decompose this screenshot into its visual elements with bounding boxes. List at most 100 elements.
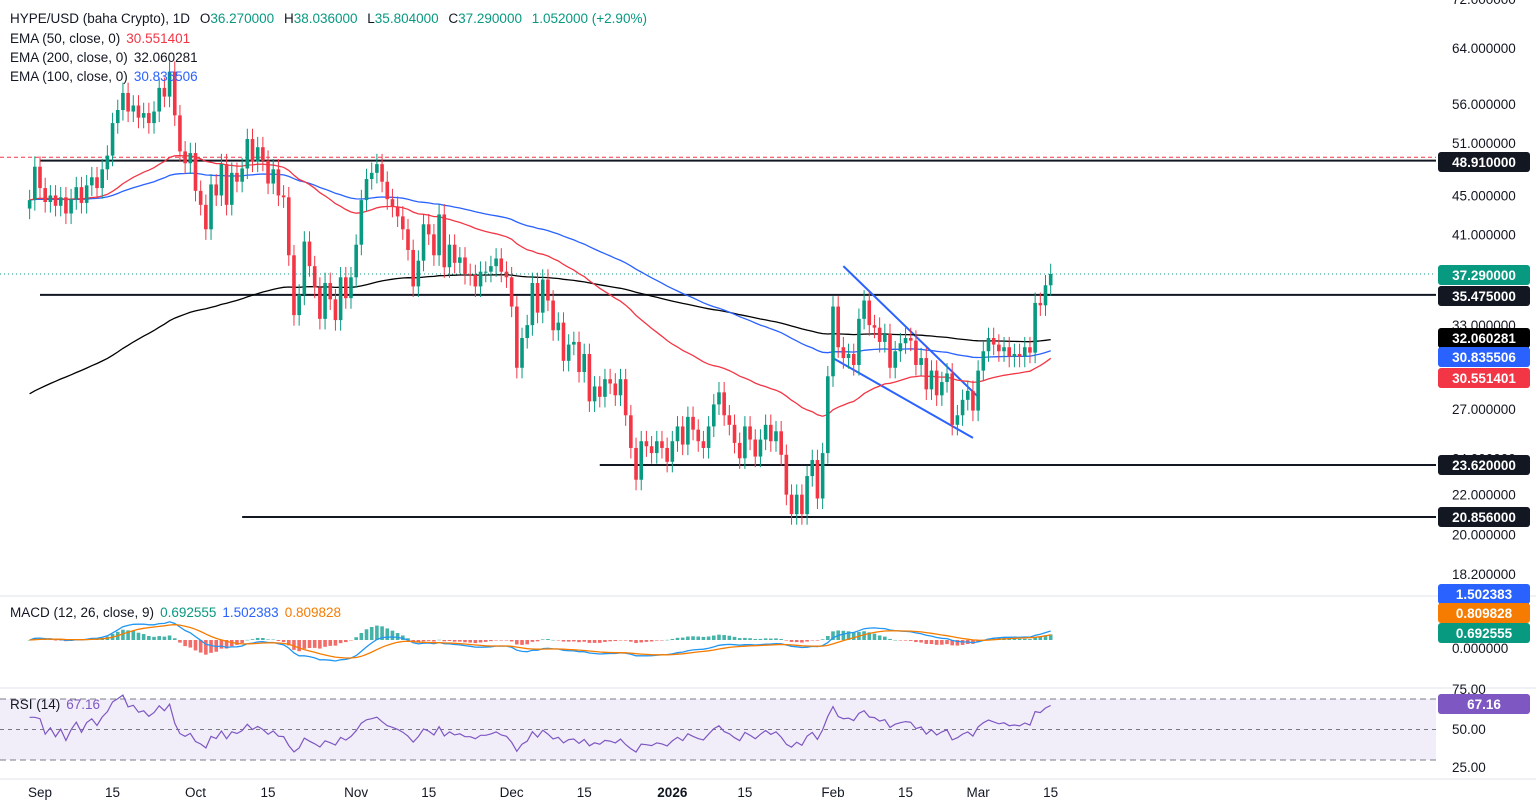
price-label-text: 35.475000 [1452, 289, 1516, 304]
candle-body [463, 257, 467, 274]
macd-histogram-bar [820, 639, 825, 640]
candle-body [1002, 347, 1006, 352]
candle-body [675, 426, 680, 442]
macd-price-label-box [1438, 623, 1530, 643]
candle-body [406, 229, 410, 250]
macd-histogram-bar [297, 640, 301, 652]
candle-body [1012, 353, 1017, 357]
macd-histogram-bar [261, 638, 265, 640]
macd-histogram-bar [458, 640, 462, 642]
macd-histogram-bar [121, 629, 125, 640]
time-axis-tick: Oct [185, 785, 206, 800]
candle-body [136, 105, 141, 118]
candle-body [69, 199, 73, 214]
candle-body [401, 216, 405, 230]
time-axis-tick: Feb [821, 785, 844, 800]
macd-histogram-bar [727, 635, 732, 640]
macd-price-label-text: 0.809828 [1456, 606, 1513, 621]
macd-histogram-bar [178, 640, 182, 643]
low-label: L [367, 11, 375, 26]
price-label-box [1438, 347, 1530, 367]
macd-histogram-bar [452, 640, 457, 642]
macd-histogram-bar [898, 640, 903, 641]
candle-body [375, 164, 379, 173]
macd-histogram-bar [831, 631, 835, 640]
macd-histogram-bar [955, 640, 960, 646]
candle-body [468, 273, 472, 276]
candle-body [623, 379, 628, 416]
candle-body [727, 415, 732, 425]
candle-body [64, 197, 68, 214]
macd-histogram-bar [447, 640, 452, 642]
macd-histogram-bar [240, 640, 244, 644]
candle-body [743, 426, 747, 459]
time-axis-tick: Mar [966, 785, 990, 800]
macd-histogram-bar [603, 640, 607, 642]
candle-body [722, 392, 726, 416]
macd-histogram-bar [499, 640, 504, 641]
candle-body [172, 71, 177, 116]
candle-body [551, 300, 555, 331]
macd-histogram-bar [504, 640, 509, 641]
candle-body [286, 197, 291, 256]
macd-histogram-bar [556, 640, 561, 641]
macd-histogram-bar [711, 635, 716, 640]
macd-histogram-bar [774, 638, 778, 640]
macd-histogram-bar [193, 640, 198, 651]
candle-body [178, 115, 182, 152]
candle-body [53, 195, 58, 206]
price-label-box [1438, 328, 1530, 348]
macd-histogram-bar [328, 640, 333, 646]
candle-body [903, 337, 908, 344]
macd-histogram-bar [592, 640, 597, 643]
candle-body [369, 172, 374, 180]
macd-histogram-bar [924, 640, 929, 644]
price-axis-tick: 27.000000 [1452, 402, 1516, 417]
open-label: O [199, 11, 211, 26]
candle-body [245, 139, 250, 169]
candle-body [748, 426, 752, 440]
candle-body [390, 199, 395, 207]
macd-histogram-bar [784, 640, 789, 641]
macd-histogram-bar [940, 640, 944, 645]
candle-body [209, 184, 213, 230]
candle-body [577, 341, 581, 373]
rsi-axis-tick: 50.00 [1452, 722, 1486, 737]
macd-histogram-bar [810, 640, 815, 641]
candle-body [587, 353, 592, 402]
candle-body [33, 166, 37, 201]
macd-histogram-bar [815, 640, 820, 641]
macd-histogram-bar [494, 640, 498, 641]
candle-body [634, 447, 638, 480]
rsi-axis-tick: 25.00 [1452, 760, 1486, 775]
candle-body [608, 379, 612, 384]
macd-histogram-bar [618, 640, 623, 641]
candle-body [411, 249, 415, 287]
macd-histogram-bar [204, 640, 208, 655]
macd-histogram-bar [722, 635, 726, 640]
macd-histogram-bar [473, 640, 478, 644]
candle-body [364, 179, 369, 201]
macd-histogram-bar [587, 640, 592, 643]
candle-body [126, 92, 130, 112]
macd-histogram-bar [929, 640, 934, 645]
macd-histogram-bar [561, 640, 566, 642]
macd-histogram-bar [432, 640, 436, 642]
candle-body [805, 476, 809, 515]
candle-body [380, 164, 384, 182]
candle-body [940, 382, 944, 396]
candle-body [95, 177, 99, 189]
macd-histogram-bar [126, 630, 130, 640]
macd-histogram-bar [525, 640, 530, 645]
macd-histogram-bar [1012, 638, 1017, 640]
candle-body [836, 306, 840, 348]
macd-line-value: 1.502383 [222, 605, 279, 620]
macd-histogram-bar [141, 634, 146, 640]
candle-body [644, 441, 649, 447]
macd-histogram-bar [250, 639, 255, 640]
macd-histogram-bar [919, 640, 923, 643]
candle-body [629, 415, 633, 448]
candle-body [592, 386, 597, 402]
candle-body [862, 300, 866, 319]
